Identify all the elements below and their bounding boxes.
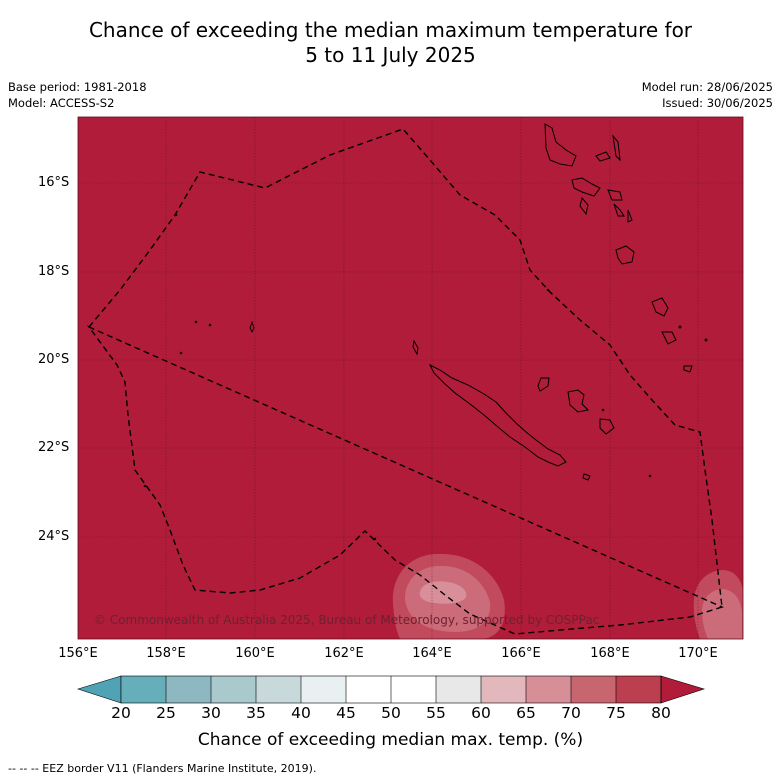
lon-label-168e: 168°E	[590, 646, 630, 661]
colorbar-tick-40: 40	[291, 704, 311, 722]
colorbar-segment-30-35	[211, 676, 256, 703]
colorbar-segment-20-25	[121, 676, 166, 703]
colorbar-tick-65: 65	[516, 704, 536, 722]
colorbar-segment-40-45	[301, 676, 346, 703]
meta-left: Base period: 1981-2018 Model: ACCESS-S2	[8, 79, 147, 111]
loyalty-islands	[537, 377, 615, 435]
map-area	[78, 117, 743, 639]
belep-islands	[412, 339, 419, 356]
colorbar-title: Chance of exceeding median max. temp. (%…	[197, 730, 584, 750]
lat-label-18s: 18°S	[38, 264, 70, 279]
colorbar-tick-50: 50	[381, 704, 401, 722]
eez-border	[86, 128, 724, 635]
lon-label-162e: 162°E	[324, 646, 364, 661]
base-period-label: Base period: 1981-2018	[8, 80, 147, 94]
gridlines	[78, 117, 743, 639]
colorbar-segment-65-70	[526, 676, 571, 703]
colorbar-tick-35: 35	[246, 704, 266, 722]
colorbar-segment-25-30	[166, 676, 211, 703]
lat-label-24s: 24°S	[38, 529, 70, 544]
colorbar	[76, 675, 706, 704]
title-line-2: 5 to 11 July 2025	[305, 43, 476, 67]
vanuatu-islands	[544, 123, 693, 373]
meta-right: Model run: 28/06/2025 Issued: 30/06/2025	[642, 79, 773, 111]
colorbar-tick-25: 25	[156, 704, 176, 722]
map-frame	[77, 116, 744, 640]
colorbar-tick-30: 30	[201, 704, 221, 722]
model-label: Model: ACCESS-S2	[8, 96, 115, 110]
colorbar-segment-55-60	[436, 676, 481, 703]
lat-label-20s: 20°S	[38, 352, 70, 367]
colorbar-segment-45-50	[346, 676, 391, 703]
new-caledonia-island	[428, 363, 567, 467]
colorbar-tick-55: 55	[426, 704, 446, 722]
issued-label: Issued: 30/06/2025	[662, 96, 773, 110]
lon-label-166e: 166°E	[501, 646, 541, 661]
lon-label-156e: 156°E	[58, 646, 98, 661]
colorbar-tick-60: 60	[471, 704, 491, 722]
lon-label-158e: 158°E	[146, 646, 186, 661]
model-run-label: Model run: 28/06/2025	[641, 80, 773, 94]
anomaly-patch-southeast	[693, 570, 743, 639]
lat-label-16s: 16°S	[38, 175, 70, 190]
colorbar-segment-75-80	[616, 676, 661, 703]
colorbar-tick-45: 45	[336, 704, 356, 722]
lon-label-160e: 160°E	[235, 646, 275, 661]
colorbar-arrow-high	[660, 675, 706, 704]
colorbar-tick-75: 75	[606, 704, 626, 722]
colorbar-tick-20: 20	[111, 704, 131, 722]
colorbar-segment-35-40	[256, 676, 301, 703]
copyright-notice: © Commonwealth of Australia 2025, Bureau…	[94, 613, 600, 627]
isle-of-pines	[582, 473, 591, 481]
lon-label-170e: 170°E	[678, 646, 718, 661]
title-line-1: Chance of exceeding the median maximum t…	[88, 18, 693, 42]
lon-label-164e: 164°E	[412, 646, 452, 661]
eez-footnote: -- -- -- EEZ border V11 (Flanders Marine…	[8, 762, 317, 775]
colorbar-segment-70-75	[571, 676, 616, 703]
chart-title: Chance of exceeding the median maximum t…	[0, 18, 781, 68]
colorbar-segment-60-65	[481, 676, 526, 703]
colorbar-tick-80: 80	[651, 704, 671, 722]
colorbar-segment-50-55	[391, 676, 436, 703]
colorbar-tick-70: 70	[561, 704, 581, 722]
lat-label-22s: 22°S	[38, 440, 70, 455]
small-islets	[143, 213, 708, 541]
colorbar-arrow-low	[76, 675, 122, 704]
